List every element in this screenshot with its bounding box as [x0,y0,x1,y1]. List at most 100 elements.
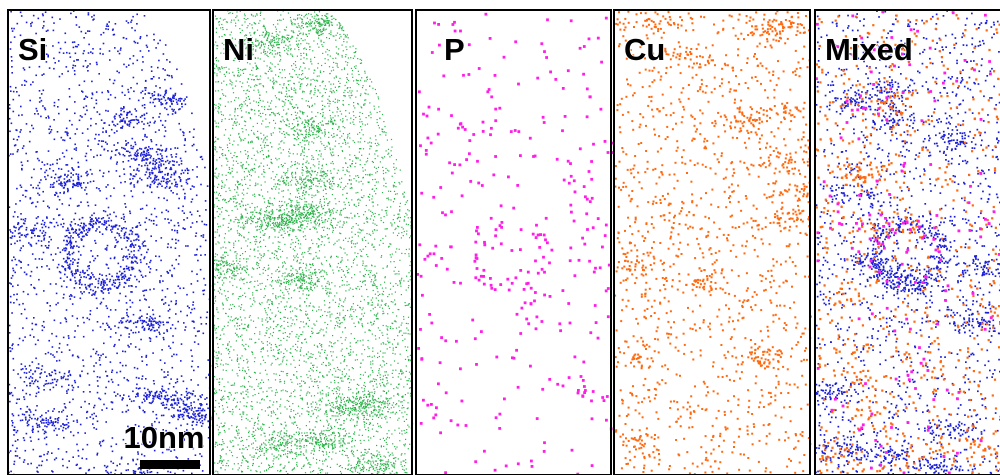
dot [329,283,330,284]
dot [314,345,315,346]
dot [263,273,264,274]
dot [18,136,20,138]
dot [306,342,307,343]
dot [379,368,380,369]
dot [14,230,16,232]
dot [295,422,296,423]
dot [127,112,129,114]
dot [166,322,168,324]
dot [29,417,31,419]
dot [201,323,203,325]
dot [176,186,178,188]
dot [379,383,380,384]
dot [112,402,114,404]
dot [225,256,226,257]
dot [298,434,299,435]
dot [120,47,122,49]
dot [53,119,55,121]
dot [307,213,308,214]
dot [327,428,328,429]
dot [147,472,149,474]
dot [45,179,47,181]
dot [120,108,122,110]
dot [33,336,35,338]
dot [77,182,79,184]
dot [56,222,58,224]
dot [176,392,178,394]
dot [26,81,28,83]
dot [185,151,187,153]
dot [370,374,371,375]
dot [240,441,241,442]
dot [349,398,350,399]
dot [242,253,243,254]
dot [158,158,160,160]
dot [109,59,111,61]
dot [130,230,132,232]
dot [74,277,76,279]
dot [66,415,68,417]
dot [254,250,255,251]
dot [96,187,98,189]
dot [304,445,305,446]
dot [111,220,113,222]
dot [145,392,147,394]
dot [144,93,146,95]
dot [110,94,112,96]
dot [130,320,132,322]
dot [147,185,149,187]
dot [317,192,318,193]
dot [359,232,360,233]
dot [176,153,178,155]
dot [406,276,407,277]
dot [53,430,55,432]
dot [127,89,129,91]
dot [137,42,139,44]
dot [386,212,387,213]
dot [72,389,74,391]
dot [305,15,306,16]
dot [226,278,227,279]
dot [289,416,290,417]
dot [38,439,40,441]
dot [29,371,31,373]
dot [150,235,152,237]
dot [339,214,340,215]
dot [388,466,389,467]
dot [127,345,129,347]
dot [309,464,310,465]
dot [36,423,38,425]
dot [10,471,12,473]
dot [80,115,82,117]
dot [31,271,33,273]
dot [330,91,331,92]
dot [258,339,259,340]
dot [273,412,274,413]
dot [64,403,66,405]
dot [337,186,338,187]
dot [379,127,380,128]
dot [149,289,151,291]
dot [122,365,124,367]
dot [133,91,135,93]
dot [232,128,233,129]
dot [200,403,202,405]
dot [280,121,281,122]
dot [126,266,128,268]
dot [184,228,186,230]
dot [128,336,130,338]
dot [370,310,371,311]
dot [151,325,153,327]
dot [233,221,234,222]
dot [132,148,134,150]
dot [332,161,333,162]
dot [34,225,36,227]
dot [76,245,78,247]
dot [72,275,74,277]
dot [133,472,135,474]
dot [257,447,258,448]
dot [290,452,291,453]
dot [271,71,272,72]
dot [131,261,133,263]
dot [359,152,360,153]
